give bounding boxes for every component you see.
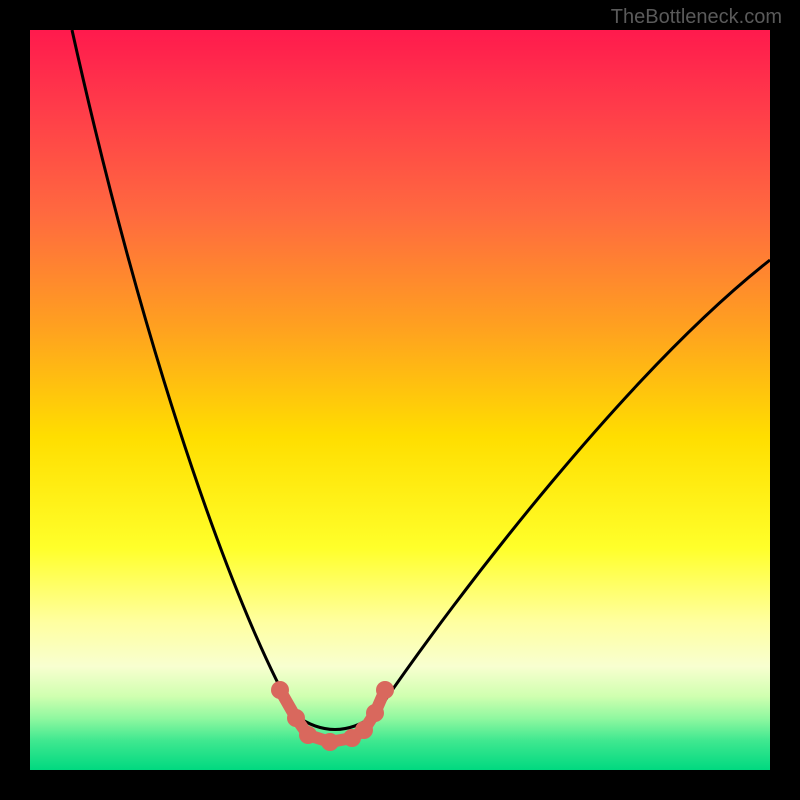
watermark-text: TheBottleneck.com: [611, 6, 782, 29]
marker-dot: [321, 733, 339, 751]
bottleneck-curve: [72, 30, 770, 730]
plot-container: [30, 30, 770, 770]
marker-dot: [287, 709, 305, 727]
marker-group: [271, 681, 394, 751]
marker-dot: [366, 704, 384, 722]
marker-dot: [299, 726, 317, 744]
marker-dot: [355, 721, 373, 739]
marker-dot: [271, 681, 289, 699]
marker-dot: [376, 681, 394, 699]
curve-layer: [30, 30, 770, 770]
plot-area: [30, 30, 770, 770]
